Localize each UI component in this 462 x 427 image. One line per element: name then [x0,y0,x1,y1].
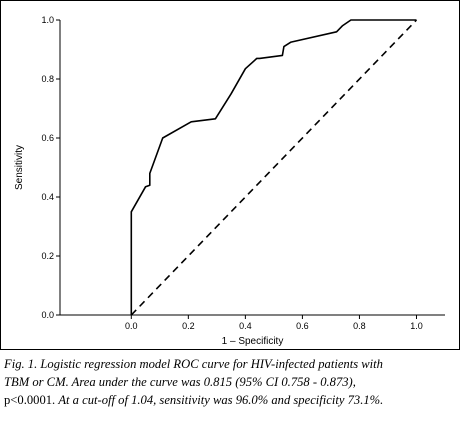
x-tick-label: 0.4 [239,321,252,331]
x-tick-label: 1.0 [410,321,423,331]
caption-p-value: p<0.0001. [4,393,56,407]
x-tick-label: 0.6 [296,321,309,331]
figure-caption: Fig. 1. Logistic regression model ROC cu… [4,355,458,409]
caption-text-1: Logistic regression model ROC curve for … [40,357,383,371]
y-tick-label: 0.2 [41,251,54,261]
y-tick-label: 0.4 [41,192,54,202]
caption-text-3: At a cut-off of 1.04, sensitivity was 96… [58,393,384,407]
roc-curve-line [130,19,417,315]
y-tick-label: 0.0 [41,310,54,320]
y-tick-label: 0.8 [41,74,54,84]
ticks: 0.0 0.2 0.4 0.6 0.8 1.0 0.0 0.2 0.4 0.6 0.8 1.0 [41,15,422,331]
caption-line-1: Fig. 1. Logistic regression model ROC cu… [4,355,458,373]
caption-line-3: p<0.0001. At a cut-off of 1.04, sensitiv… [4,391,458,409]
y-axis-label: Sensitivity [14,145,25,190]
x-tick-label: 0.2 [182,321,195,331]
x-tick-label: 0.8 [353,321,366,331]
x-tick-label: 0.0 [125,321,138,331]
y-tick-label: 1.0 [41,15,54,25]
caption-prefix: Fig. 1. [4,357,38,371]
reference-diagonal-line [130,19,418,316]
x-axis-label: 1 – Specificity [222,336,284,347]
series-group [130,19,418,316]
roc-chart: 0.0 0.2 0.4 0.6 0.8 1.0 0.0 0.2 0.4 0.6 0.8 1.0 1 –… [14,15,445,347]
axes [59,20,445,316]
y-tick-label: 0.6 [41,133,54,143]
figure-frame [0,0,460,350]
caption-line-2: TBM or CM. Area under the curve was 0.81… [4,375,356,389]
